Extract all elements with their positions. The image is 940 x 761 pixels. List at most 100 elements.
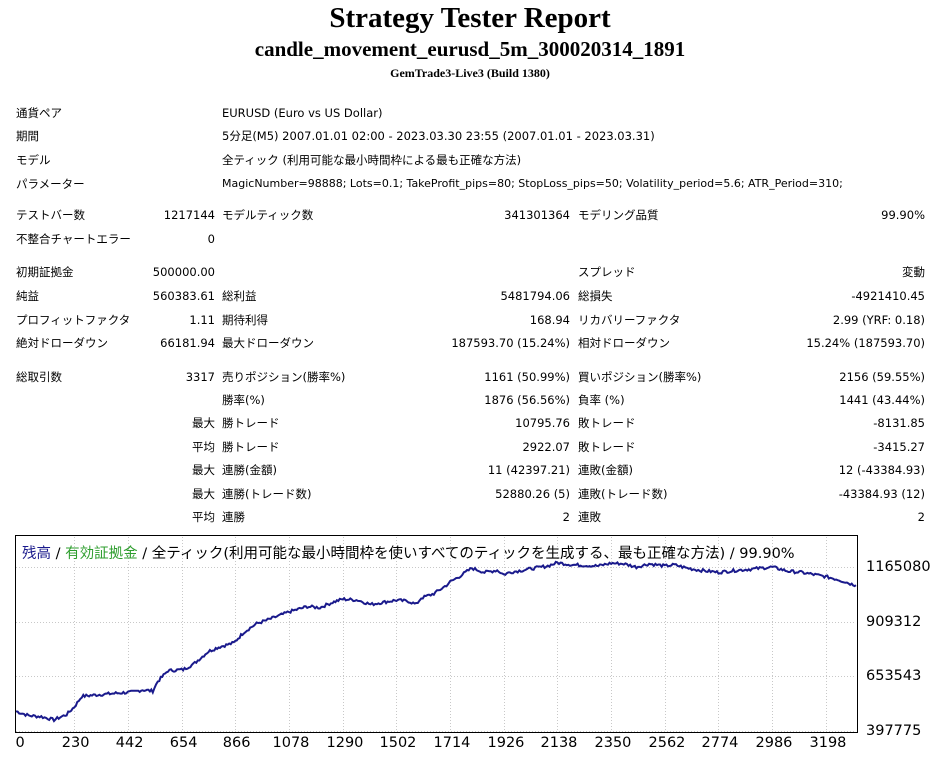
trade-value: 12 (-43384.93) bbox=[838, 463, 925, 477]
x-tick-label: 3198 bbox=[809, 735, 847, 751]
trade-qualifier: 最大 bbox=[192, 416, 215, 430]
stat-label: リカバリーファクタ bbox=[578, 313, 681, 327]
trade-value: 10795.76 bbox=[515, 416, 570, 430]
trade-label: 勝率(%) bbox=[222, 393, 265, 407]
stat-label: スプレッド bbox=[578, 265, 636, 279]
chart-legend: 残高 / 有効証拠金 / 全ティック(利用可能な最小時間枠を使いすべてのティック… bbox=[22, 542, 795, 563]
stat-label: 相対ドローダウン bbox=[578, 336, 670, 350]
x-tick-label: 1714 bbox=[433, 735, 471, 751]
stat-label: 総損失 bbox=[578, 289, 613, 303]
trade-value: 2156 (59.55%) bbox=[839, 370, 925, 384]
legend-separator: / bbox=[51, 546, 66, 562]
stat-label: 不整合チャートエラー bbox=[16, 232, 131, 246]
stat-value: 66181.94 bbox=[160, 336, 215, 350]
info-label: モデル bbox=[16, 153, 51, 167]
stat-value: 2.99 (YRF: 0.18) bbox=[832, 313, 925, 327]
trade-label: 勝トレード bbox=[222, 440, 280, 454]
x-tick-label: 2774 bbox=[701, 735, 739, 751]
trade-value: 52880.26 (5) bbox=[495, 487, 570, 501]
trade-value: -8131.85 bbox=[873, 416, 925, 430]
trade-label: 売りポジション(勝率%) bbox=[222, 370, 346, 384]
x-tick-label: 230 bbox=[61, 735, 90, 751]
x-tick-label: 654 bbox=[169, 735, 198, 751]
x-tick-label: 2138 bbox=[540, 735, 578, 751]
x-tick-label: 1926 bbox=[487, 735, 525, 751]
trade-value: -3415.27 bbox=[873, 440, 925, 454]
x-tick-label: 866 bbox=[222, 735, 251, 751]
trade-label: 敗トレード bbox=[578, 416, 636, 430]
trade-value: 2 bbox=[562, 510, 570, 524]
trade-label: 勝トレード bbox=[222, 416, 280, 430]
y-tick-label: 1165080 bbox=[866, 558, 931, 575]
trade-label: 連勝(金額) bbox=[222, 463, 277, 477]
stat-label: 初期証拠金 bbox=[16, 265, 74, 279]
info-value: MagicNumber=98888; Lots=0.1; TakeProfit_… bbox=[222, 177, 843, 190]
report-title: Strategy Tester Report bbox=[329, 2, 611, 34]
stat-value: 1.11 bbox=[189, 313, 215, 327]
trade-value: 2 bbox=[917, 510, 925, 524]
stat-label: テストバー数 bbox=[16, 208, 85, 222]
legend-balance: 残高 bbox=[22, 546, 51, 562]
stat-label: 期待利得 bbox=[222, 313, 268, 327]
stat-value: 0 bbox=[207, 232, 215, 246]
trade-value: 2922.07 bbox=[522, 440, 570, 454]
stat-value: 5481794.06 bbox=[500, 289, 570, 303]
stat-label: 絶対ドローダウン bbox=[16, 336, 108, 350]
trade-label: 連勝 bbox=[222, 510, 245, 524]
report-subtitle: candle_movement_eurusd_5m_300020314_1891 bbox=[254, 37, 686, 61]
trade-label: 連敗(トレード数) bbox=[578, 487, 668, 501]
trade-qualifier: 平均 bbox=[192, 510, 215, 524]
info-value: 全ティック (利用可能な最小時間枠による最も正確な方法) bbox=[222, 153, 522, 167]
x-tick-label: 1078 bbox=[272, 735, 310, 751]
stat-value: 99.90% bbox=[881, 208, 925, 222]
trade-qualifier: 最大 bbox=[192, 463, 215, 477]
trade-label: 総取引数 bbox=[16, 370, 62, 384]
trade-label: 連敗 bbox=[578, 510, 601, 524]
stat-value: 187593.70 (15.24%) bbox=[451, 336, 570, 350]
stat-value: 560383.61 bbox=[152, 289, 215, 303]
legend-equity: 有効証拠金 bbox=[65, 546, 138, 562]
trade-qualifier: 最大 bbox=[192, 487, 215, 501]
x-tick-label: 442 bbox=[115, 735, 144, 751]
x-tick-label: 0 bbox=[15, 735, 25, 751]
stat-value: 1217144 bbox=[163, 208, 215, 222]
stat-label: 最大ドローダウン bbox=[222, 336, 314, 350]
trade-label: 買いポジション(勝率%) bbox=[578, 370, 702, 384]
server-build: GemTrade3-Live3 (Build 1380) bbox=[390, 66, 550, 80]
stat-value: 15.24% (187593.70) bbox=[806, 336, 925, 350]
info-value: EURUSD (Euro vs US Dollar) bbox=[222, 106, 383, 120]
trade-value: 11 (42397.21) bbox=[487, 463, 570, 477]
trade-value: -43384.93 (12) bbox=[838, 487, 925, 501]
stat-value: 168.94 bbox=[529, 313, 570, 327]
info-label: 期間 bbox=[16, 129, 39, 143]
trade-label: 負率 (%) bbox=[578, 393, 625, 407]
stat-value: 341301364 bbox=[504, 208, 570, 222]
info-value: 5分足(M5) 2007.01.01 02:00 - 2023.03.30 23… bbox=[222, 129, 655, 143]
trade-value: 1161 (50.99%) bbox=[484, 370, 570, 384]
stat-label: モデルティック数 bbox=[222, 208, 314, 222]
stat-value: 500000.00 bbox=[152, 265, 215, 279]
balance-line bbox=[15, 560, 857, 723]
x-tick-label: 1502 bbox=[379, 735, 417, 751]
stat-label: プロフィットファクタ bbox=[16, 313, 131, 327]
y-tick-label: 909312 bbox=[866, 613, 922, 630]
legend-description: / 全ティック(利用可能な最小時間枠を使いすべてのティックを生成する、最も正確な… bbox=[137, 546, 795, 562]
y-tick-label: 653543 bbox=[866, 667, 922, 684]
trade-value: 1441 (43.44%) bbox=[839, 393, 925, 407]
x-tick-label: 2986 bbox=[755, 735, 793, 751]
trade-label: 連敗(金額) bbox=[578, 463, 633, 477]
trade-value: 1876 (56.56%) bbox=[484, 393, 570, 407]
trade-qualifier: 平均 bbox=[192, 440, 215, 454]
trade-label: 連勝(トレード数) bbox=[222, 487, 312, 501]
stat-value: -4921410.45 bbox=[851, 289, 925, 303]
x-tick-label: 1290 bbox=[326, 735, 364, 751]
stat-value: 変動 bbox=[902, 265, 925, 279]
info-label: パラメーター bbox=[16, 177, 85, 191]
x-tick-label: 2350 bbox=[594, 735, 632, 751]
stat-label: 総利益 bbox=[222, 289, 257, 303]
stat-label: モデリング品質 bbox=[578, 208, 659, 222]
x-tick-label: 2562 bbox=[648, 735, 686, 751]
trade-label: 敗トレード bbox=[578, 440, 636, 454]
stat-label: 純益 bbox=[16, 289, 39, 303]
